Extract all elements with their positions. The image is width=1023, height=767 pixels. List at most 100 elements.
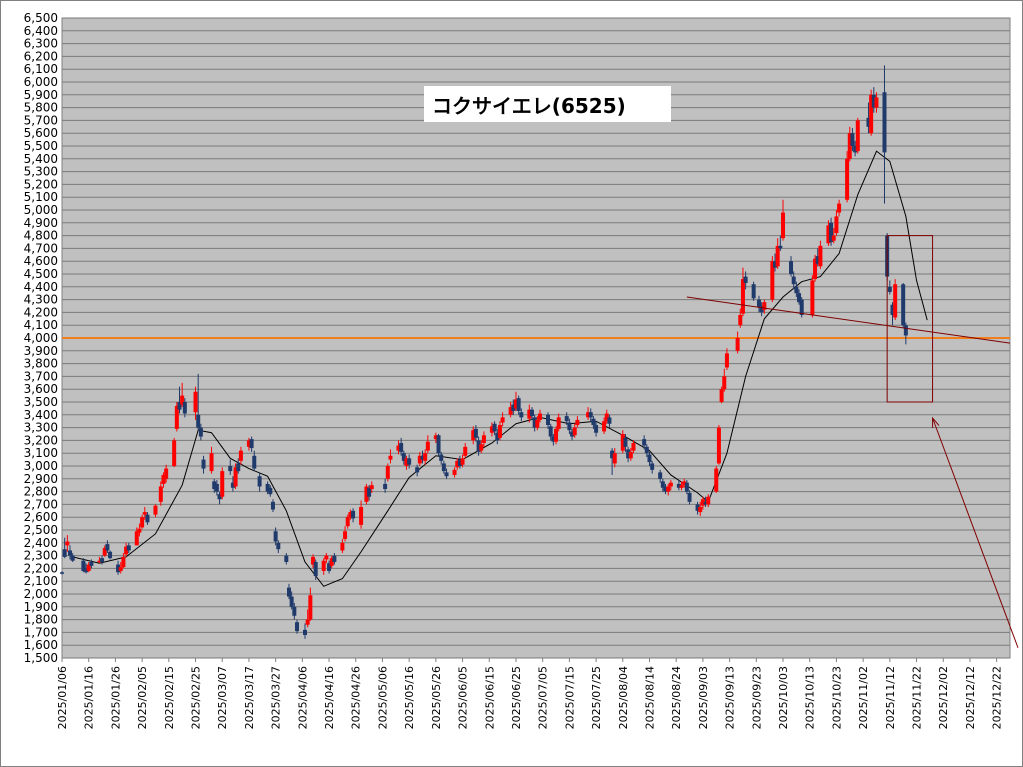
candle-body xyxy=(548,426,553,437)
candle-body xyxy=(500,417,505,423)
y-tick-label: 2,500 xyxy=(24,523,58,537)
y-tick-label: 3,000 xyxy=(24,459,58,473)
y-tick-label: 4,200 xyxy=(24,305,58,319)
highlight-box xyxy=(886,235,934,403)
candle-body xyxy=(324,555,329,560)
x-tick-label: 2025/06/25 xyxy=(510,666,523,729)
candle-body xyxy=(89,562,94,566)
x-tick-label: 2025/09/03 xyxy=(697,666,710,729)
x-tick-label: 2025/07/15 xyxy=(563,666,576,729)
y-tick-label: 1,700 xyxy=(24,625,58,639)
candle-body xyxy=(623,437,628,447)
candle-body xyxy=(252,455,257,469)
candle-body xyxy=(359,506,364,525)
trend-line xyxy=(686,296,1011,344)
candle-body xyxy=(343,531,348,539)
y-tick-label: 2,100 xyxy=(24,574,58,588)
candle-body xyxy=(439,454,444,461)
candle-body xyxy=(775,245,780,267)
candle-body xyxy=(321,560,326,571)
candle-body xyxy=(826,225,831,244)
candle-body xyxy=(364,486,369,502)
candle-body xyxy=(871,94,876,108)
candle-body xyxy=(294,622,299,632)
x-tick-label: 2025/08/04 xyxy=(617,666,630,729)
candle-body xyxy=(642,439,647,446)
candle-body xyxy=(479,444,484,451)
candle-body xyxy=(100,558,105,562)
candle-body xyxy=(396,445,401,451)
candle-body xyxy=(556,417,561,429)
candle-body xyxy=(773,261,778,268)
x-tick-label: 2025/02/25 xyxy=(190,666,203,729)
x-tick-label: 2025/05/16 xyxy=(403,666,416,729)
x-tick-label: 2025/10/23 xyxy=(830,666,843,729)
candle-body xyxy=(407,458,412,465)
x-tick-label: 2025/10/13 xyxy=(804,666,817,729)
candle-body xyxy=(460,458,465,465)
candle-body xyxy=(682,481,687,486)
title-box: コクサイエレ(6525) xyxy=(424,86,671,122)
candle-body xyxy=(893,284,898,318)
candle-body xyxy=(676,483,681,488)
annotations xyxy=(686,235,1019,648)
x-tick-label: 2025/07/25 xyxy=(590,666,603,729)
candle-body xyxy=(273,531,278,542)
candle-body xyxy=(604,413,609,422)
candle-body xyxy=(303,629,308,635)
candle-body xyxy=(492,423,497,432)
candle-body xyxy=(756,299,761,308)
candle-body xyxy=(620,434,625,451)
candle-body xyxy=(644,446,649,454)
candle-body xyxy=(476,440,481,452)
candle-body xyxy=(687,492,692,502)
moving-average xyxy=(72,150,928,587)
x-tick-label: 2025/06/15 xyxy=(483,666,496,729)
x-tick-label: 2025/11/12 xyxy=(884,666,897,729)
y-tick-label: 1,900 xyxy=(24,600,58,614)
candle-body xyxy=(286,587,291,597)
candle-body xyxy=(351,510,356,519)
candle-body xyxy=(700,499,705,506)
candle-body xyxy=(180,395,185,405)
candle-body xyxy=(212,481,217,490)
y-tick-label: 5,200 xyxy=(24,177,58,191)
candle-body xyxy=(626,449,631,459)
candle-body xyxy=(794,286,799,294)
candle-body xyxy=(238,450,243,461)
candle-body xyxy=(660,481,665,488)
x-tick-label: 2025/05/06 xyxy=(376,666,389,729)
y-tick-label: 5,900 xyxy=(24,88,58,102)
candle-body xyxy=(837,203,842,213)
candle-body xyxy=(628,451,633,459)
candle-body xyxy=(308,595,313,620)
candle-body xyxy=(679,485,684,488)
candle-body xyxy=(81,560,86,571)
y-tick-label: 2,600 xyxy=(24,510,58,524)
candle-body xyxy=(847,133,852,159)
candle-body xyxy=(797,293,802,303)
candle-body xyxy=(340,542,345,551)
candle-body xyxy=(102,547,107,556)
y-tick-label: 5,500 xyxy=(24,139,58,153)
y-tick-label: 3,700 xyxy=(24,369,58,383)
candle-body xyxy=(743,276,748,283)
candle-body xyxy=(433,435,438,440)
candle-body xyxy=(695,504,700,511)
candle-body xyxy=(789,261,794,274)
candle-body xyxy=(853,146,858,153)
candle-body xyxy=(575,419,580,426)
y-tick-label: 2,700 xyxy=(24,497,58,511)
candle-body xyxy=(740,279,745,314)
candle-body xyxy=(249,439,254,449)
candle-body xyxy=(404,458,409,466)
candle-body xyxy=(444,472,449,477)
x-tick-label: 2025/04/26 xyxy=(350,666,363,729)
candle-body xyxy=(174,405,179,429)
y-tick-label: 3,500 xyxy=(24,395,58,409)
candle-body xyxy=(527,409,532,419)
candle-body xyxy=(121,556,126,568)
candle-body xyxy=(126,545,131,551)
candle-body xyxy=(268,487,273,495)
